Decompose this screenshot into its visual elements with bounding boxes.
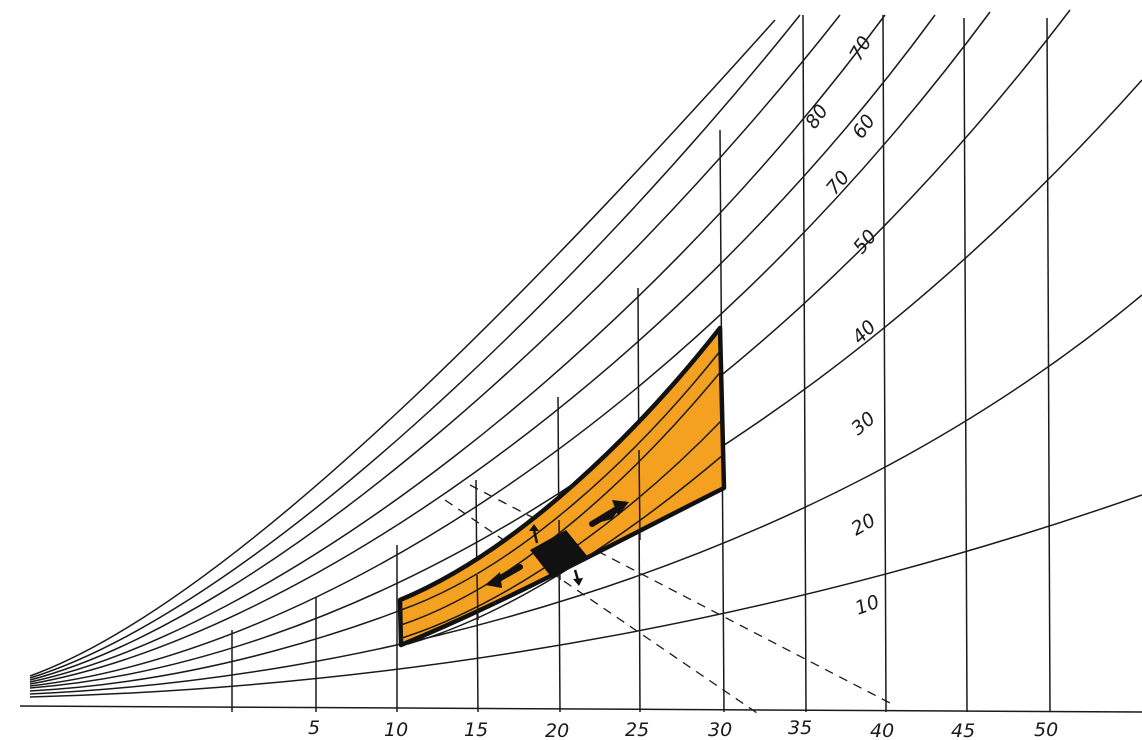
x-tick-label: 45 — [951, 720, 975, 740]
comfort-zone-area — [397, 325, 727, 648]
db-line-45 — [963, 17, 968, 713]
x-tick-label: 15 — [464, 719, 488, 740]
rh-curve-40 — [29, 9, 1071, 689]
rh-labels: 10 20 30 40 50 60 70 70 80 — [801, 33, 882, 620]
design-point — [485, 500, 629, 588]
x-axis-labels: 5 10 15 20 25 30 35 40 45 50 — [308, 717, 1058, 740]
rh-label: 70 — [822, 167, 854, 200]
rh-curve-60 — [29, 14, 936, 685]
comfort-zone-db-25 — [638, 449, 641, 541]
rh-curve-10 — [29, 494, 1142, 698]
arrow-down-left-head — [485, 572, 502, 588]
x-tick-label: 50 — [1034, 719, 1058, 740]
arrow-up-tick-head — [529, 524, 539, 531]
design-point-diamond — [530, 530, 588, 578]
rh-label: 20 — [848, 509, 880, 540]
comfort-zone-rh-1 — [400, 369, 723, 626]
x-baseline — [19, 705, 1142, 713]
x-tick-label: 40 — [870, 720, 894, 740]
rh-curve-70 — [29, 14, 886, 683]
dry-bulb-lines — [231, 14, 1051, 713]
db-line-40 — [882, 14, 887, 713]
comfort-zone-rh-2 — [400, 349, 722, 611]
comfort-zone — [397, 325, 727, 648]
x-tick-label: 25 — [625, 719, 649, 740]
arrow-up-right-shaft — [589, 507, 618, 527]
arrow-up-tick — [532, 529, 539, 544]
rh-curve-100 — [29, 19, 776, 677]
rh-label: 30 — [847, 407, 880, 439]
rh-label: 80 — [801, 100, 833, 132]
rh-curve-80 — [29, 14, 841, 681]
x-tick-label: 30 — [708, 719, 732, 740]
comfort-zone-db-15 — [476, 574, 479, 621]
rh-label: 40 — [848, 316, 881, 349]
rh-curves — [29, 9, 1142, 698]
arrow-up-right-head — [612, 500, 629, 516]
arrow-down-tick-head — [573, 578, 583, 586]
dashed-guides — [444, 484, 891, 716]
rh-curve-20 — [29, 294, 1142, 695]
rh-curve-50 — [29, 11, 991, 687]
x-tick-label: 5 — [308, 717, 320, 739]
arrow-up-right-icon — [590, 500, 626, 525]
arrow-down-left-shaft — [494, 564, 523, 583]
x-tick-label: 20 — [545, 720, 569, 740]
x-tick-label: 10 — [384, 719, 408, 740]
rh-curve-90 — [29, 14, 801, 679]
rh-label: 70 — [845, 33, 876, 65]
x-tick-label: 35 — [788, 717, 812, 739]
arrow-down-tick — [573, 569, 580, 581]
db-line-50 — [1046, 17, 1051, 713]
rh-label: 60 — [848, 110, 880, 142]
rh-label: 10 — [852, 591, 882, 620]
rh-label: 50 — [849, 226, 881, 259]
db-line-35 — [802, 14, 807, 713]
